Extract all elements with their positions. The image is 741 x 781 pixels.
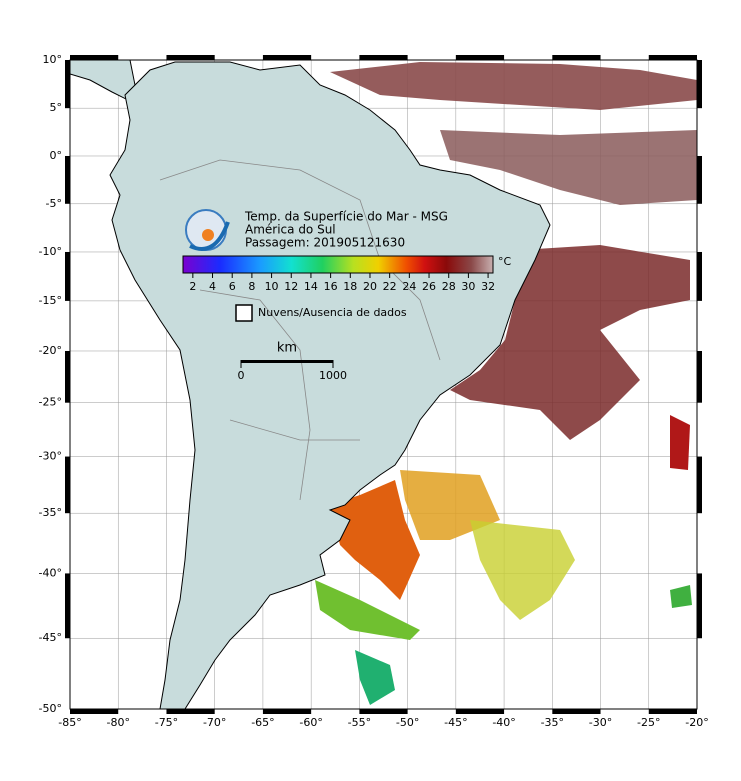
logo (185, 209, 230, 251)
lat-tick-label: 5° (50, 101, 63, 114)
frame-bar (65, 573, 70, 639)
lat-tick-label: -15° (39, 294, 62, 307)
lat-tick-label: -25° (39, 396, 62, 409)
lon-tick-label: -50° (396, 716, 419, 729)
lon-tick-label: -85° (58, 716, 81, 729)
legend-swatch (235, 304, 253, 322)
lon-tick-label: -20° (685, 716, 708, 729)
lon-tick-label: -25° (637, 716, 660, 729)
lon-tick-label: -75° (155, 716, 178, 729)
lat-tick-label: -45° (39, 631, 62, 644)
frame-bar (65, 456, 70, 514)
scale-unit: km (277, 341, 297, 356)
frame-bar (648, 709, 697, 714)
colorbar-tick-label: 32 (481, 280, 495, 293)
lon-tick-label: -60° (299, 716, 322, 729)
frame-bar (697, 456, 702, 514)
colorbar-tick-label: 28 (442, 280, 456, 293)
colorbar-tick-label: 10 (265, 280, 279, 293)
colorbar-tick-label: 22 (383, 280, 397, 293)
lon-tick-label: -65° (251, 716, 274, 729)
frame-bar (697, 60, 702, 109)
lon-tick-label: -30° (589, 716, 612, 729)
frame-bar (359, 55, 408, 60)
colorbar-tick-label: 16 (324, 280, 338, 293)
frame-bar (65, 60, 70, 109)
lon-tick-label: -70° (203, 716, 226, 729)
lat-tick-label: -10° (39, 245, 62, 258)
lat-tick-label: -35° (39, 506, 62, 519)
lon-tick-label: -80° (106, 716, 129, 729)
frame-bar (697, 350, 702, 403)
colorbar-tick-label: 8 (248, 280, 255, 293)
lon-tick-label: -55° (348, 716, 371, 729)
colorbar-unit: °C (498, 255, 512, 268)
scale-label: 0 (238, 369, 245, 382)
lat-tick-label: -5° (46, 197, 62, 210)
frame-bar (648, 55, 697, 60)
scale-bar (241, 360, 333, 363)
lon-tick-label: -35° (541, 716, 564, 729)
frame-bar (262, 55, 312, 60)
frame-bar (65, 350, 70, 403)
region: América do Sul (245, 223, 336, 237)
colorbar-tick-label: 18 (343, 280, 357, 293)
colorbar-tick-label: 6 (229, 280, 236, 293)
lon-tick-label: -45° (444, 716, 467, 729)
colorbar-tick-label: 30 (461, 280, 475, 293)
frame-bar (455, 709, 505, 714)
frame-bar (262, 709, 312, 714)
scale-label: 1000 (319, 369, 347, 382)
frame-bar (70, 55, 119, 60)
colorbar-tick-label: 14 (304, 280, 318, 293)
colorbar-tick-label: 26 (422, 280, 436, 293)
colorbar-tick-label: 20 (363, 280, 377, 293)
legend-label: Nuvens/Ausencia de dados (258, 306, 407, 319)
frame-bar (70, 709, 119, 714)
colorbar-tick-label: 4 (209, 280, 216, 293)
frame-bar (166, 709, 215, 714)
frame-bar (166, 55, 215, 60)
lat-tick-label: 10° (43, 53, 63, 66)
frame-bar (65, 251, 70, 301)
frame-bar (697, 573, 702, 639)
frame-bar (697, 155, 702, 204)
pass: Passagem: 201905121630 (245, 236, 405, 250)
frame-bar (697, 251, 702, 301)
frame-bar (65, 155, 70, 204)
lat-tick-label: -20° (39, 344, 62, 357)
frame-bar (359, 709, 408, 714)
lat-tick-label: -40° (39, 566, 62, 579)
colorbar (182, 255, 494, 274)
lat-tick-label: -50° (39, 702, 62, 715)
lon-tick-label: -40° (492, 716, 515, 729)
frame-bar (455, 55, 505, 60)
lat-tick-label: 0° (50, 149, 63, 162)
colorbar-tick-label: 2 (189, 280, 196, 293)
colorbar-tick-label: 12 (284, 280, 298, 293)
title: Temp. da Superfície do Mar - MSG (244, 210, 448, 224)
frame-bar (552, 55, 601, 60)
colorbar-tick-label: 24 (402, 280, 416, 293)
sst-data (315, 62, 697, 705)
lat-tick-label: -30° (39, 450, 62, 463)
frame-bar (552, 709, 601, 714)
